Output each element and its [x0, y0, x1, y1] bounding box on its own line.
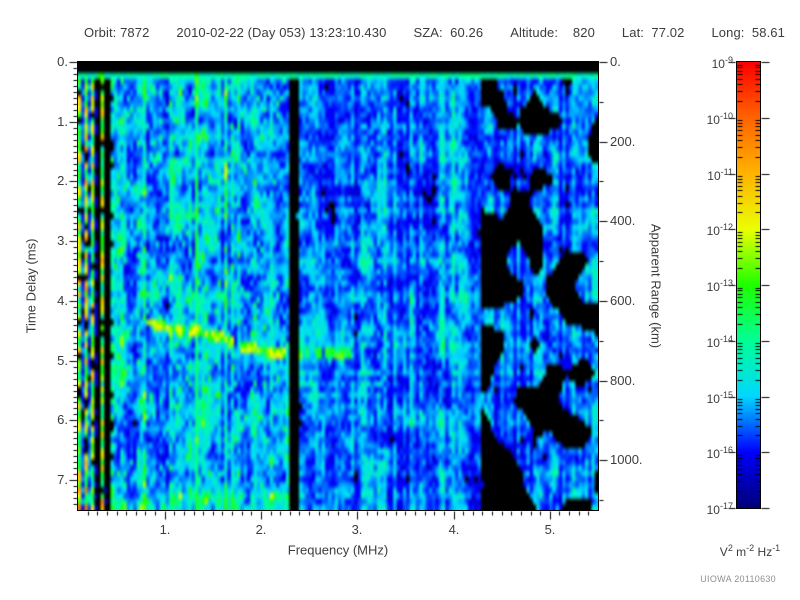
header-item: SZA: 60.26: [413, 25, 484, 40]
header-item: Long: 58.61: [711, 25, 785, 40]
time-delay-tick-label: 4.: [57, 293, 68, 308]
colorbar: [736, 61, 761, 509]
colorbar-tick-label: 10-15: [706, 390, 733, 406]
frequency-tick-label: 5.: [544, 522, 556, 537]
frequency-tick-label: 1.: [159, 522, 171, 537]
header-item: Lat: 77.02: [621, 25, 685, 40]
apparent-range-tick-label: 0.: [610, 54, 621, 69]
colorbar-tick-label: 10-11: [707, 167, 733, 183]
spectrogram-canvas: [78, 62, 598, 510]
colorbar-tick-label: 10-10: [706, 111, 733, 127]
apparent-range-tick-label: 400.: [610, 213, 636, 228]
apparent-range-axis-label: Apparent Range (km): [648, 223, 664, 349]
apparent-range-tick-label: 1000.: [610, 452, 643, 467]
time-delay-tick-label: 1.: [57, 114, 68, 129]
header-item: Altitude: 820: [510, 25, 595, 40]
colorbar-tick-label: 10-17: [706, 501, 733, 517]
colorbar-gradient-canvas: [737, 62, 760, 508]
time-delay-tick-label: 7.: [57, 472, 68, 487]
attribution-text: UIOWA 20110630: [700, 574, 776, 584]
header-item: 2010-02-22 (Day 053) 13:23:10.430: [176, 25, 387, 40]
frequency-tick-label: 2.: [255, 522, 267, 537]
colorbar-tick-label: 10-16: [706, 445, 733, 461]
colorbar-tick-label: 10-9: [711, 55, 733, 71]
frequency-tick-label: 3.: [351, 522, 363, 537]
apparent-range-tick-label: 200.: [610, 134, 636, 149]
header-item: Orbit: 7872: [84, 25, 150, 40]
frequency-axis-label: Frequency (MHz): [287, 542, 389, 558]
time-delay-tick-label: 2.: [57, 173, 68, 188]
colorbar-tick-label: 10-14: [706, 334, 733, 350]
apparent-range-tick-label: 600.: [610, 293, 636, 308]
apparent-range-tick-label: 800.: [610, 373, 636, 388]
time-delay-tick-label: 6.: [57, 412, 68, 427]
time-delay-tick-label: 3.: [57, 233, 68, 248]
time-delay-tick-label: 5.: [57, 353, 68, 368]
frequency-tick-label: 4.: [448, 522, 460, 537]
time-delay-tick-label: 0.: [57, 54, 68, 69]
colorbar-units-label: V2 m-2 Hz-1: [719, 543, 781, 559]
colorbar-tick-label: 10-13: [706, 278, 733, 294]
spectrogram-plot: [77, 61, 599, 511]
time-delay-axis-label: Time Delay (ms): [23, 238, 39, 334]
colorbar-tick-label: 10-12: [706, 222, 733, 238]
header-info: Orbit: 7872 2010-02-22 (Day 053) 13:23:10…: [84, 25, 785, 40]
